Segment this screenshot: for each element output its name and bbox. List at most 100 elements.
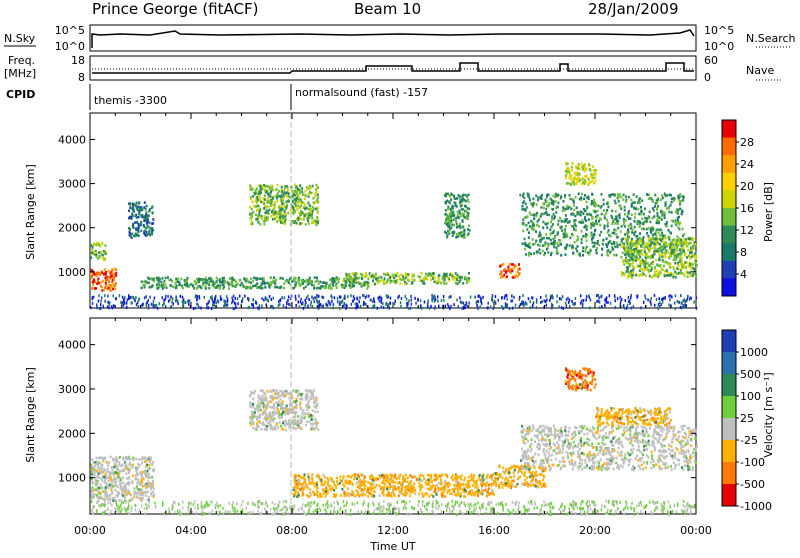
power-cell xyxy=(557,223,559,226)
power-cell xyxy=(285,280,287,283)
power-cell xyxy=(536,203,538,206)
power-cell xyxy=(253,277,255,280)
power-cell xyxy=(532,238,534,241)
power-ground-cell xyxy=(405,295,407,298)
velocity-cell xyxy=(314,485,316,488)
power-cell xyxy=(631,276,633,279)
power-ground-cell xyxy=(460,301,462,304)
velocity-cell xyxy=(288,397,290,400)
velocity-cell xyxy=(275,428,277,431)
power-cell xyxy=(616,246,618,249)
velocity-cell xyxy=(310,398,312,401)
power-cell xyxy=(627,269,629,272)
velocity-cell xyxy=(111,469,113,472)
power-cell xyxy=(656,238,658,241)
power-cell xyxy=(691,247,693,250)
power-ground-cell xyxy=(227,304,229,307)
velocity-cell xyxy=(130,458,132,461)
velocity-cell xyxy=(279,390,281,393)
velocity-cell xyxy=(152,491,154,494)
power-cell xyxy=(652,234,654,237)
power-cell xyxy=(140,209,142,212)
velocity-cell xyxy=(145,494,147,497)
power-cell xyxy=(585,220,587,223)
power-cell xyxy=(614,194,616,197)
power-cell xyxy=(524,243,526,246)
power-cell xyxy=(363,275,365,278)
power-cell xyxy=(648,269,650,272)
velocity-cell xyxy=(132,466,134,469)
power-cell xyxy=(619,193,621,196)
power-ground-cell xyxy=(379,296,381,299)
power-cell xyxy=(324,287,326,290)
power-ground-cell xyxy=(355,302,357,305)
power-cell xyxy=(624,206,626,209)
power-cell xyxy=(504,268,506,271)
power-cell xyxy=(148,230,150,233)
power-cell xyxy=(681,210,683,213)
power-ground-cell xyxy=(126,302,128,305)
power-cell xyxy=(535,195,537,198)
power-cell xyxy=(690,275,692,278)
velocity-cell xyxy=(303,417,305,420)
power-ground-cell xyxy=(480,305,482,308)
power-cell xyxy=(90,276,92,279)
power-cell xyxy=(231,277,233,280)
power-ground-cell xyxy=(368,295,370,298)
velocity-cell xyxy=(97,496,99,499)
power-ground-cell xyxy=(437,295,439,298)
nave-tick-high: 60 xyxy=(704,54,718,67)
power-cell xyxy=(679,254,681,257)
power-cell xyxy=(642,271,644,274)
velocity-cell xyxy=(312,409,314,412)
power-ground-cell xyxy=(461,301,463,304)
power-ground-cell xyxy=(287,299,289,302)
power-cell xyxy=(249,206,251,209)
velocity-cell xyxy=(130,499,132,502)
velocity-cell xyxy=(114,497,116,500)
power-ground-cell xyxy=(182,296,184,299)
power-cell xyxy=(609,195,611,198)
velocity-cell xyxy=(285,419,287,422)
power-cell xyxy=(302,211,304,214)
power-cell xyxy=(457,276,459,279)
power-cell xyxy=(585,247,587,250)
power-cell xyxy=(146,205,148,208)
power-ground-cell xyxy=(520,303,522,306)
power-cell xyxy=(316,191,318,194)
power-cell xyxy=(649,240,651,243)
power-cell xyxy=(250,218,252,221)
power-cell xyxy=(438,277,440,280)
power-cell xyxy=(426,278,428,281)
power-cell xyxy=(350,278,352,281)
power-ground-cell xyxy=(443,295,445,298)
power-cell xyxy=(544,244,546,247)
power-ground-cell xyxy=(280,298,282,301)
velocity-cell xyxy=(104,498,106,501)
power-cell xyxy=(96,273,98,276)
power-cell xyxy=(577,167,579,170)
power-cell xyxy=(623,263,625,266)
power-ground-cell xyxy=(206,306,208,309)
power-ground-cell xyxy=(559,297,561,300)
power-cell xyxy=(533,202,535,205)
power-cell xyxy=(440,282,442,285)
power-cell xyxy=(522,230,524,233)
power-cell xyxy=(614,200,616,203)
power-cell xyxy=(625,200,627,203)
power-ground-cell xyxy=(410,295,412,298)
power-cell xyxy=(184,283,186,286)
power-ground-cell xyxy=(288,295,290,298)
power-cell xyxy=(595,173,597,176)
power-ground-cell xyxy=(406,305,408,308)
power-ground-cell xyxy=(684,298,686,301)
power-cell xyxy=(299,222,301,225)
power-cell xyxy=(644,251,646,254)
power-cell xyxy=(649,264,651,267)
power-cell xyxy=(452,214,454,217)
power-ground-cell xyxy=(681,306,683,309)
power-cell xyxy=(627,228,629,231)
power-ground-cell xyxy=(187,300,189,303)
power-cell xyxy=(551,215,553,218)
power-cell xyxy=(668,257,670,260)
